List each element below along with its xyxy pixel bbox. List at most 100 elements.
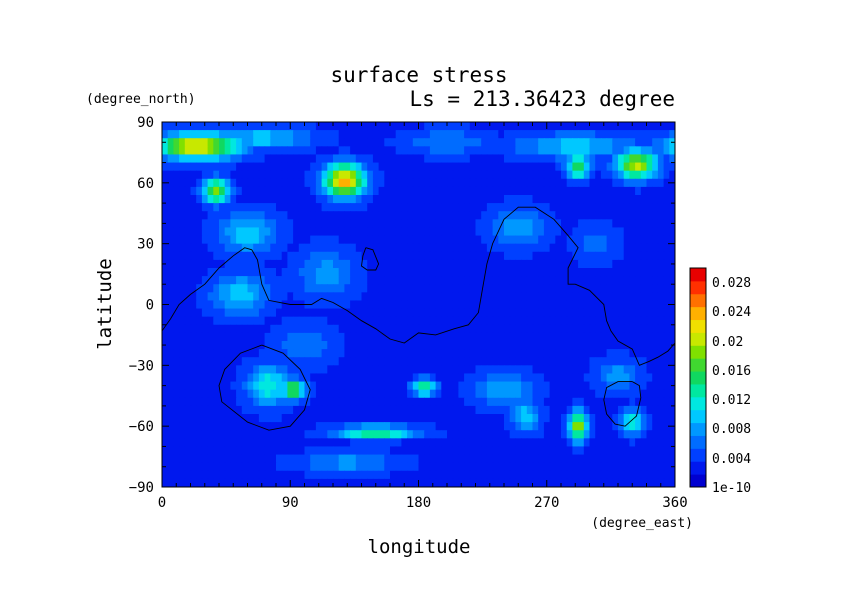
heatmap-cell bbox=[481, 438, 488, 448]
heatmap-cell bbox=[652, 373, 659, 383]
heatmap-cell bbox=[657, 146, 665, 156]
heatmap-cell bbox=[372, 332, 380, 342]
heatmap-cell bbox=[543, 284, 551, 293]
heatmap-cell bbox=[561, 235, 568, 245]
heatmap-cell bbox=[173, 422, 180, 431]
heatmap-cell bbox=[219, 195, 226, 204]
heatmap-cell bbox=[475, 195, 482, 204]
heatmap-cell bbox=[276, 389, 283, 399]
heatmap-cell bbox=[179, 430, 186, 439]
heatmap-cell bbox=[224, 251, 231, 261]
heatmap-cell bbox=[230, 414, 237, 423]
heatmap-cell bbox=[315, 203, 323, 212]
heatmap-cell bbox=[515, 122, 522, 131]
heatmap-cell bbox=[179, 268, 186, 277]
heatmap-cell bbox=[258, 438, 266, 448]
heatmap-cell bbox=[207, 211, 214, 220]
heatmap-cell bbox=[657, 357, 665, 366]
heatmap-cell bbox=[167, 251, 174, 261]
heatmap-cell bbox=[293, 162, 300, 172]
heatmap-cell bbox=[424, 357, 431, 366]
heatmap-cell bbox=[390, 195, 397, 204]
heatmap-cell bbox=[258, 219, 266, 229]
heatmap-cell bbox=[578, 235, 585, 245]
heatmap-cell bbox=[236, 130, 243, 139]
heatmap-cell bbox=[486, 138, 494, 147]
heatmap-cell bbox=[429, 405, 437, 415]
heatmap-cell bbox=[475, 251, 482, 261]
heatmap-cell bbox=[509, 227, 516, 237]
heatmap-cell bbox=[424, 438, 431, 448]
heatmap-cell bbox=[583, 430, 591, 439]
heatmap-cell bbox=[429, 154, 437, 164]
heatmap-cell bbox=[629, 186, 636, 196]
heatmap-cell bbox=[378, 146, 385, 156]
heatmap-cell bbox=[492, 389, 499, 399]
heatmap-cell bbox=[281, 251, 288, 261]
heatmap-cell bbox=[241, 316, 249, 326]
heatmap-cell bbox=[646, 365, 653, 375]
heatmap-cell bbox=[315, 373, 323, 383]
heatmap-cell bbox=[293, 332, 300, 342]
heatmap-cell bbox=[384, 422, 391, 431]
heatmap-cell bbox=[646, 405, 653, 415]
heatmap-cell bbox=[555, 130, 562, 139]
heatmap-cell bbox=[338, 146, 345, 156]
heatmap-cell bbox=[595, 138, 602, 147]
heatmap-cell bbox=[276, 170, 283, 180]
heatmap-cell bbox=[179, 316, 186, 326]
heatmap-cell bbox=[657, 316, 665, 326]
heatmap-cell bbox=[276, 178, 283, 188]
heatmap-cell bbox=[612, 397, 619, 407]
heatmap-cell bbox=[435, 130, 442, 139]
heatmap-cell bbox=[486, 389, 494, 399]
heatmap-cell bbox=[515, 130, 522, 139]
heatmap-cell bbox=[566, 341, 573, 350]
heatmap-cell bbox=[663, 268, 670, 277]
heatmap-cell bbox=[241, 227, 249, 237]
heatmap-cell bbox=[378, 332, 385, 342]
heatmap-cell bbox=[566, 430, 573, 439]
heatmap-cell bbox=[230, 130, 237, 139]
heatmap-cell bbox=[509, 365, 516, 375]
heatmap-cell bbox=[224, 414, 231, 423]
heatmap-cell bbox=[281, 211, 288, 220]
heatmap-cell bbox=[241, 146, 249, 156]
heatmap-cell bbox=[190, 146, 197, 156]
heatmap-cell bbox=[276, 349, 283, 358]
heatmap-cell bbox=[618, 316, 625, 326]
heatmap-cell bbox=[595, 243, 602, 253]
heatmap-cell bbox=[213, 276, 220, 285]
heatmap-cell bbox=[407, 178, 414, 188]
heatmap-cell bbox=[293, 276, 300, 285]
heatmap-cell bbox=[236, 414, 243, 423]
heatmap-cell bbox=[572, 219, 579, 229]
heatmap-cell bbox=[418, 259, 425, 269]
heatmap-cell bbox=[162, 470, 169, 480]
heatmap-cell bbox=[606, 349, 613, 358]
heatmap-cell bbox=[281, 154, 288, 164]
heatmap-cell bbox=[327, 186, 334, 196]
heatmap-cell bbox=[578, 162, 585, 172]
heatmap-cell bbox=[549, 178, 556, 188]
heatmap-cell bbox=[629, 324, 636, 334]
heatmap-cell bbox=[412, 324, 420, 334]
heatmap-cell bbox=[270, 211, 277, 220]
heatmap-cell bbox=[213, 130, 220, 139]
heatmap-cell bbox=[578, 373, 585, 383]
heatmap-cell bbox=[538, 170, 545, 180]
heatmap-cell bbox=[441, 308, 448, 318]
heatmap-cell bbox=[498, 373, 505, 383]
heatmap-cell bbox=[241, 276, 249, 285]
heatmap-cell bbox=[623, 357, 630, 366]
heatmap-cell bbox=[258, 357, 266, 366]
heatmap-cell bbox=[475, 430, 482, 439]
heatmap-cell bbox=[646, 259, 653, 269]
colorbar-swatch bbox=[690, 409, 706, 424]
heatmap-cell bbox=[561, 186, 568, 196]
heatmap-cell bbox=[361, 446, 368, 456]
heatmap-cell bbox=[338, 357, 345, 366]
heatmap-cell bbox=[184, 316, 192, 326]
heatmap-cell bbox=[378, 454, 385, 464]
heatmap-cell bbox=[207, 195, 214, 204]
